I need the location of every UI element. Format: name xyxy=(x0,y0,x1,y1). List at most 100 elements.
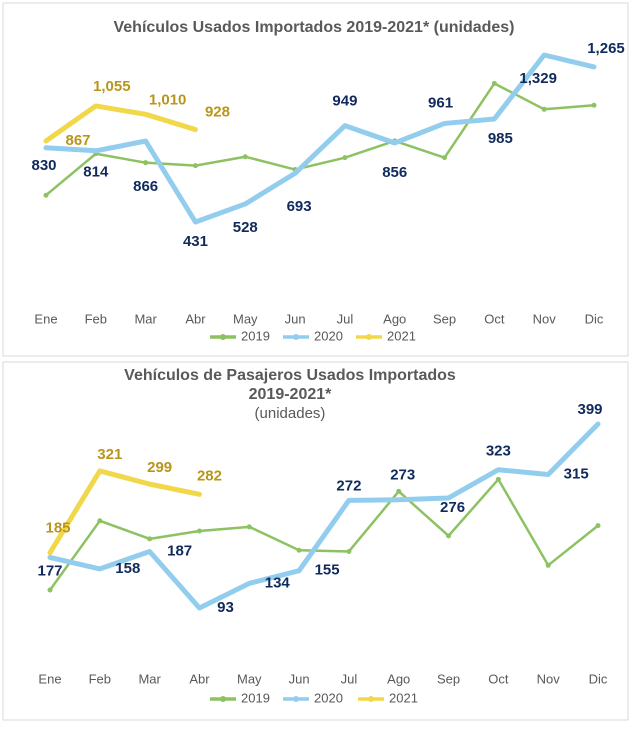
legend-label: 2019 xyxy=(241,328,270,343)
point xyxy=(143,160,149,166)
data-label: 1,055 xyxy=(93,78,131,95)
x-tick-label: Mar xyxy=(134,311,157,326)
point xyxy=(595,523,601,529)
data-label: 276 xyxy=(440,499,465,516)
point xyxy=(296,547,302,553)
x-tick-label: Feb xyxy=(85,311,107,326)
x-tick-label: Ene xyxy=(34,311,57,326)
legend-label: 2021 xyxy=(389,690,418,705)
legend-label: 2019 xyxy=(241,690,270,705)
data-label: 273 xyxy=(390,467,415,484)
legend-marker xyxy=(366,334,372,340)
point xyxy=(591,102,597,108)
series-line xyxy=(47,468,202,556)
chart-subtitle: (unidades) xyxy=(255,405,326,422)
x-tick-label: Nov xyxy=(533,311,557,326)
series-line xyxy=(43,52,597,225)
data-label: 93 xyxy=(217,599,234,616)
data-label: 528 xyxy=(233,219,258,236)
x-tick-label: Oct xyxy=(488,671,509,686)
panel xyxy=(2,361,629,721)
legend-label: 2020 xyxy=(314,690,343,705)
point xyxy=(147,536,153,542)
point xyxy=(97,518,103,524)
data-label: 867 xyxy=(65,132,90,149)
data-label: 158 xyxy=(115,560,140,577)
data-label: 1,010 xyxy=(149,91,187,108)
point xyxy=(396,488,402,494)
data-label: 693 xyxy=(287,198,312,215)
legend-marker xyxy=(293,334,299,340)
data-label: 985 xyxy=(488,130,513,147)
x-tick-label: Abr xyxy=(185,311,206,326)
x-tick-label: Sep xyxy=(437,671,460,686)
x-tick-label: Abr xyxy=(189,671,210,686)
data-label: 866 xyxy=(133,178,158,195)
data-label: 1,329 xyxy=(519,70,557,87)
point xyxy=(446,533,452,539)
series-line xyxy=(44,82,596,197)
legend-marker xyxy=(220,334,226,340)
point xyxy=(47,587,53,593)
point xyxy=(246,524,252,530)
series-line xyxy=(48,478,600,592)
data-label: 272 xyxy=(336,477,361,494)
chart-title: 2019-2021* xyxy=(249,386,333,403)
point xyxy=(442,155,448,161)
data-label: 961 xyxy=(428,94,453,111)
x-tick-label: Feb xyxy=(89,671,111,686)
x-tick-label: Ago xyxy=(387,671,410,686)
x-tick-label: Sep xyxy=(433,311,456,326)
x-tick-label: Jun xyxy=(289,671,310,686)
point xyxy=(495,476,501,482)
point xyxy=(491,80,497,86)
data-label: 1,265 xyxy=(587,40,625,57)
chart-title: Vehículos Usados Importados 2019-2021* (… xyxy=(113,19,514,36)
data-label: 185 xyxy=(45,520,70,537)
series-line xyxy=(47,421,601,611)
data-label: 282 xyxy=(197,467,222,484)
point xyxy=(346,548,352,554)
x-tick-label: Jul xyxy=(337,311,354,326)
data-label: 949 xyxy=(332,93,357,110)
legend-label: 2021 xyxy=(387,328,416,343)
legend-marker xyxy=(368,696,374,702)
data-label: 321 xyxy=(97,446,122,463)
x-tick-label: May xyxy=(233,311,258,326)
data-label: 134 xyxy=(265,574,291,591)
x-tick-label: Dic xyxy=(589,671,608,686)
panel xyxy=(2,2,629,357)
series-line xyxy=(43,103,198,144)
data-label: 187 xyxy=(167,542,192,559)
point xyxy=(242,154,248,160)
data-label: 830 xyxy=(31,157,56,174)
legend-label: 2020 xyxy=(314,328,343,343)
point xyxy=(43,192,49,198)
x-tick-label: Oct xyxy=(484,311,505,326)
x-tick-label: Ago xyxy=(383,311,406,326)
x-tick-label: Ene xyxy=(38,671,61,686)
data-label: 814 xyxy=(83,164,109,181)
x-tick-label: May xyxy=(237,671,262,686)
x-tick-label: Dic xyxy=(585,311,604,326)
point xyxy=(342,155,348,161)
x-tick-label: Jun xyxy=(285,311,306,326)
x-tick-label: Nov xyxy=(537,671,561,686)
data-label: 928 xyxy=(205,104,230,121)
data-label: 323 xyxy=(486,443,511,460)
data-label: 155 xyxy=(315,562,340,579)
data-label: 431 xyxy=(183,233,208,250)
point xyxy=(545,562,551,568)
data-label: 315 xyxy=(564,465,589,482)
data-label: 856 xyxy=(382,164,407,181)
legend-marker xyxy=(293,696,299,702)
point xyxy=(196,528,202,534)
data-label: 177 xyxy=(37,562,62,579)
chart-title: Vehículos de Pasajeros Usados Importados xyxy=(124,367,456,384)
point xyxy=(541,106,547,112)
data-label: 299 xyxy=(147,459,172,476)
point xyxy=(192,163,198,169)
x-tick-label: Mar xyxy=(138,671,161,686)
legend-marker xyxy=(220,696,226,702)
